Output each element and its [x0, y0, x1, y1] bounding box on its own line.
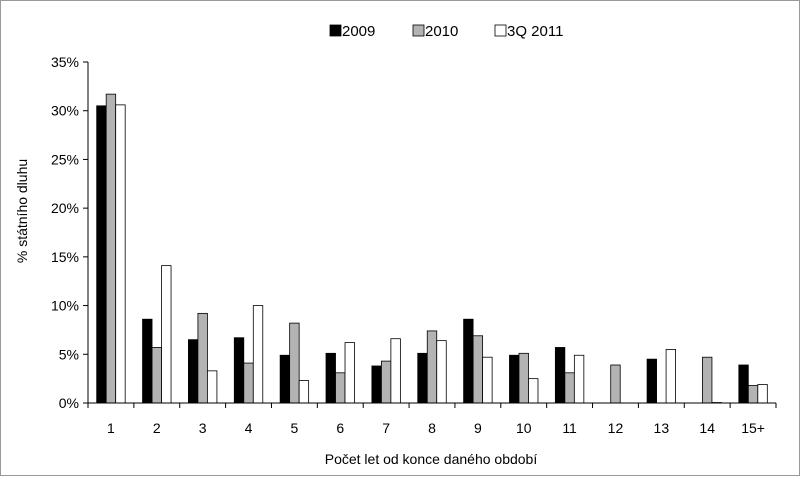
bar-2009-7	[372, 366, 382, 403]
y-tick-label: 10%	[51, 298, 79, 314]
bar-2010-14	[702, 357, 712, 403]
x-tick-label: 10	[516, 420, 532, 436]
bar-2010-12	[611, 365, 621, 403]
bar-2009-3	[188, 340, 198, 403]
legend-label: 2010	[425, 23, 458, 40]
bar-2010-8	[427, 331, 437, 403]
x-tick-label: 8	[428, 420, 436, 436]
bar-3q-2011-8	[437, 341, 447, 403]
x-tick-label: 1	[107, 420, 115, 436]
y-tick-label: 20%	[51, 200, 79, 216]
bar-2009-4	[234, 338, 244, 403]
legend-label: 3Q 2011	[507, 23, 563, 40]
y-tick-label: 25%	[51, 151, 79, 167]
bar-3q-2011-7	[391, 339, 401, 403]
legend-swatch	[495, 25, 506, 36]
bar-2009-6	[326, 353, 336, 403]
bar-2010-2	[152, 347, 162, 403]
y-tick-label: 15%	[51, 249, 79, 265]
bar-2009-15plus	[739, 365, 749, 403]
bars	[97, 94, 768, 403]
bar-3q-2011-2	[162, 266, 172, 403]
bar-2009-5	[280, 355, 290, 403]
bar-2010-3	[198, 313, 208, 403]
bar-2010-1	[106, 94, 116, 403]
bar-3q-2011-15plus	[758, 384, 768, 403]
bar-2010-5	[290, 323, 300, 403]
x-tick-label: 14	[699, 420, 715, 436]
legend-swatch	[330, 25, 341, 36]
bar-3q-2011-10	[528, 379, 538, 403]
bar-3q-2011-4	[253, 306, 262, 403]
bar-2010-7	[381, 361, 391, 403]
x-axis-title: Počet let od konce daného období	[325, 451, 538, 467]
x-tick-label: 2	[153, 420, 161, 436]
x-tick-label: 3	[199, 420, 207, 436]
bar-2010-10	[519, 353, 529, 403]
x-tick-label: 5	[291, 420, 299, 436]
bar-2009-11	[555, 347, 565, 403]
y-tick-label: 0%	[59, 395, 79, 411]
bar-2010-15plus	[748, 385, 758, 403]
legend-swatch	[413, 25, 424, 36]
x-tick-label: 11	[562, 420, 577, 436]
x-tick-label: 15+	[741, 420, 765, 436]
x-tick-label: 13	[654, 420, 670, 436]
bar-3q-2011-9	[483, 357, 493, 403]
x-tick-label: 12	[608, 420, 624, 436]
bar-3q-2011-6	[345, 343, 355, 403]
legend-label: 2009	[342, 23, 375, 40]
bar-2009-13	[647, 359, 657, 403]
legend: 2009 2010 3Q 2011	[330, 23, 563, 40]
bar-2010-11	[565, 373, 575, 403]
bar-3q-2011-3	[207, 371, 217, 403]
bar-2010-9	[473, 336, 483, 403]
bar-3q-2011-1	[116, 105, 126, 403]
bar-2009-1	[97, 106, 107, 403]
bar-2010-4	[244, 363, 254, 403]
bar-2009-9	[464, 319, 474, 403]
y-tick-label: 30%	[51, 103, 79, 119]
bar-2009-8	[418, 353, 428, 403]
bar-3q-2011-11	[574, 355, 584, 403]
x-tick-label: 6	[336, 420, 344, 436]
x-tick-label: 9	[474, 420, 482, 436]
y-axis: 0% 5% 10% 15% 20% 25% 30% 35%	[51, 54, 88, 411]
y-tick-label: 5%	[59, 346, 79, 362]
bar-2009-10	[509, 355, 519, 403]
y-axis-title: % státního dluhu	[14, 159, 30, 263]
x-tick-label: 7	[382, 420, 390, 436]
bar-3q-2011-13	[666, 349, 676, 403]
x-tick-label: 4	[245, 420, 253, 436]
bar-2009-2	[143, 319, 153, 403]
bar-3q-2011-5	[299, 381, 309, 403]
y-tick-label: 35%	[51, 54, 79, 70]
bar-2010-6	[336, 373, 346, 403]
